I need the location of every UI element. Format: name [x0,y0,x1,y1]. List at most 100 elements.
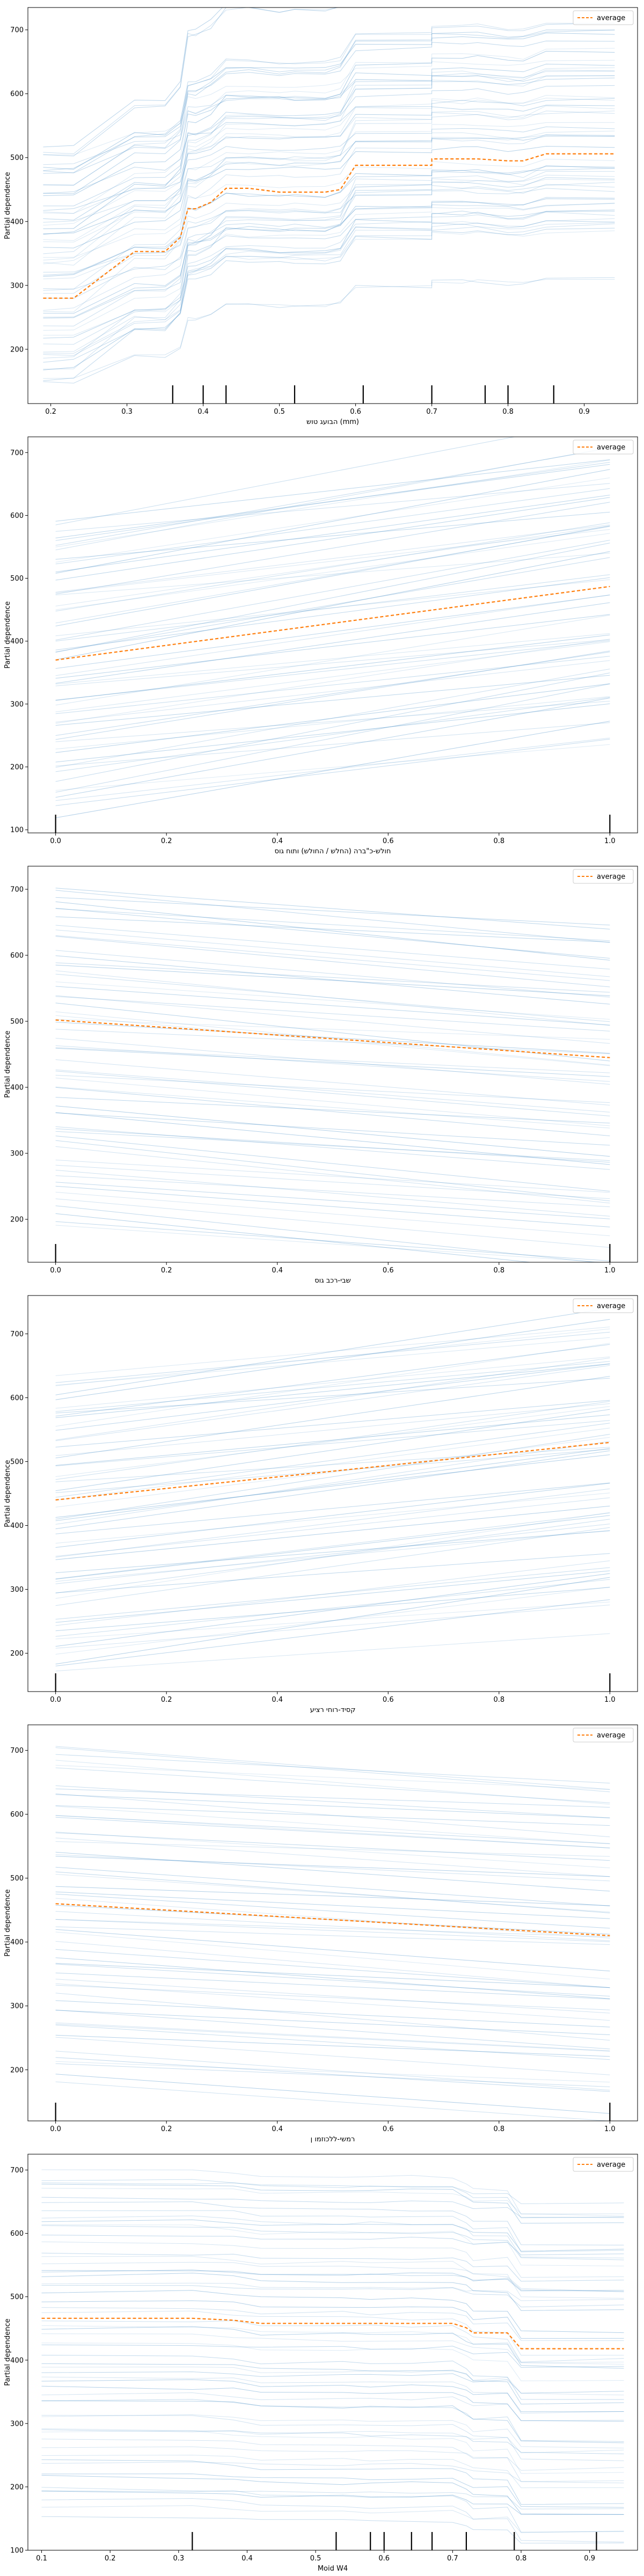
ice-line [55,1871,610,1913]
rug-ticks [192,2532,597,2550]
ice-line [55,696,610,750]
legend-label: average [597,1732,625,1740]
ice-line [43,60,615,156]
ice-line [55,1957,610,1999]
ice-line [41,2490,624,2533]
ice-line [55,2022,610,2051]
ice-line [55,962,610,993]
ice-line [55,737,610,801]
y-axis: 100 200 300 400 500 600 700 [10,449,28,835]
ice-line [55,2024,610,2060]
ice-line [55,529,610,594]
ice-line [55,1577,610,1665]
ice-line [55,1198,610,1248]
ice-line [55,1069,610,1113]
ice-line [41,2363,624,2405]
ice-line [55,1205,597,1262]
ice-line [55,594,610,676]
x-axis: 0.0 0.2 0.4 0.6 0.8 1.0 [50,833,616,845]
ice-line [55,1140,610,1202]
ice-line [55,1972,610,2000]
rug-ticks [55,2103,611,2121]
ice-line [55,1437,610,1507]
ice-lines [55,1746,610,2121]
ice-line [41,2446,624,2471]
ice-line [43,184,615,327]
y-tick-label: 500 [10,1875,24,1883]
ice-line [55,1911,610,1941]
ice-line [55,1038,610,1085]
ice-line [55,525,610,626]
ice-line [41,2241,624,2278]
y-tick-label: 200 [10,2483,24,2491]
x-axis-label: הבועג טוש (mm) [306,418,359,426]
ice-line [55,1941,610,1988]
ice-line [55,1047,610,1073]
ice-line [55,640,610,700]
y-tick-label: 600 [10,90,24,98]
x-tick-label: 0.4 [272,1267,283,1275]
y-tick-label: 500 [10,1458,24,1466]
ice-line [55,1886,610,1906]
ice-line [55,2000,610,2028]
ice-line [41,2455,624,2489]
x-tick-label: 0.4 [272,2125,283,2133]
ice-line [41,2320,624,2362]
ice-line [43,228,615,363]
ice-line [43,158,615,258]
y-tick-label: 600 [10,2230,24,2238]
ice-line [41,2210,624,2252]
ice-line [43,179,615,280]
ice-line [55,1985,610,2010]
rug-ticks [55,1244,611,1262]
ice-line [43,105,615,235]
ice-line [55,722,610,766]
ice-line [55,1106,610,1157]
ice-line [55,703,610,763]
ice-line [55,1308,610,1395]
ice-line [55,901,610,961]
average-line [55,1019,610,1058]
ice-line [55,1146,610,1204]
ice-line [43,63,615,196]
legend: average [573,869,634,884]
x-tick-label: 0.4 [241,2555,253,2563]
ice-line [43,98,615,194]
ice-line [55,1343,610,1427]
ice-line [43,95,615,226]
ice-line [55,483,610,532]
ice-line [55,1949,610,1988]
chart-panel-5: 0.0 0.2 0.4 0.6 0.8 1.0 רמשי-ללכוזמו ן 200 300 40… [4,1724,638,2143]
ice-line [55,1983,610,2021]
y-tick-label: 200 [10,346,24,354]
ice-line [41,2344,624,2368]
ice-line [55,639,610,686]
y-axis-label: Partial dependence [4,1030,12,1097]
ice-line [55,497,610,581]
ice-line [41,2219,624,2252]
ice-line [55,634,610,701]
ice-line [55,1078,610,1126]
ice-line [55,1401,610,1480]
x-tick-label: 0.8 [502,408,514,416]
x-tick-label: 0.8 [493,837,504,845]
ice-line [55,1075,610,1103]
ice-line [55,982,610,1020]
x-axis-label: רמשי-ללכוזמו ן [311,2135,355,2143]
ice-line [41,2307,624,2341]
ice-line [55,1160,610,1193]
ice-line [55,1785,610,1818]
x-tick-label: 0.3 [121,408,133,416]
ice-line [55,1754,610,1784]
legend-box [573,1728,634,1743]
x-axis-label: חולש-כ"ברה (החלש / החולש) ותוח גוס [275,847,391,855]
ice-line [55,1409,610,1491]
ice-line [55,2037,610,2075]
ice-line [55,1175,610,1208]
y-axis: 100 200 300 400 500 600 700 [10,2167,28,2555]
ice-line [55,1497,610,1557]
plot-frame [27,7,638,404]
ice-line [55,1519,610,1593]
ice-line [43,166,615,277]
ice-line [55,669,610,768]
